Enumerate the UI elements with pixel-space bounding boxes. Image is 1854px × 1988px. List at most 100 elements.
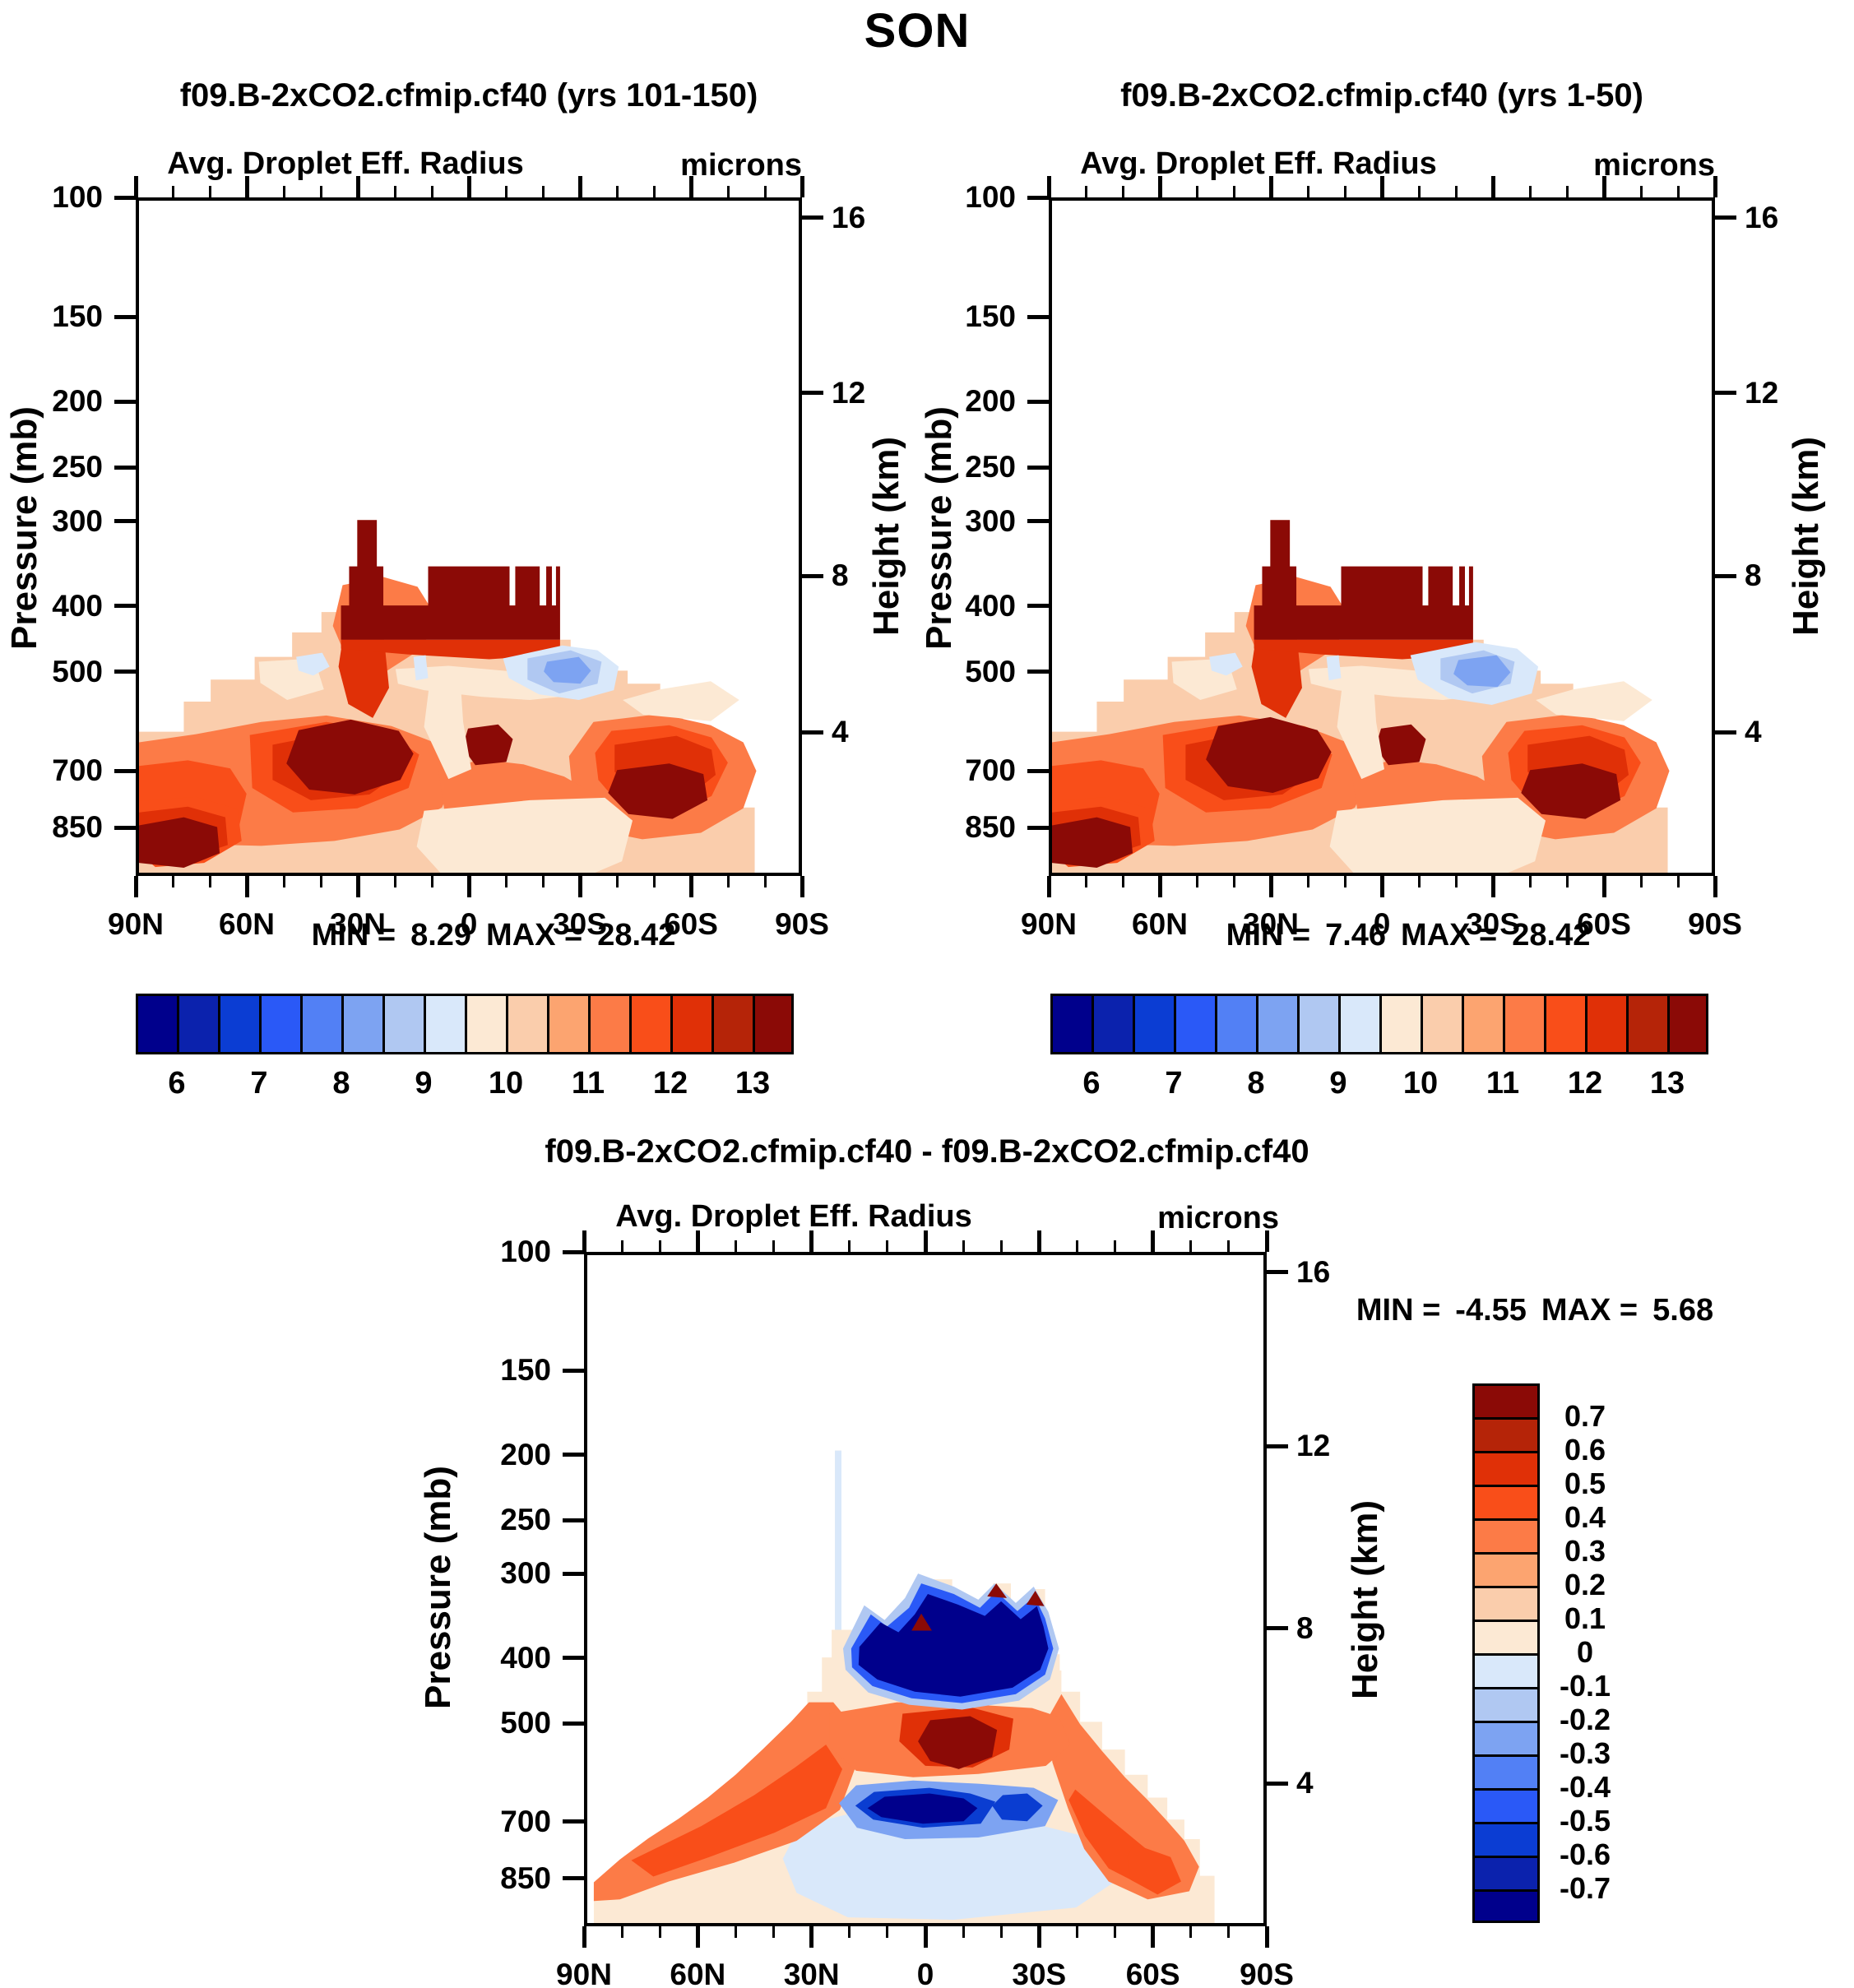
lat-major-tick: [923, 1926, 928, 1948]
panel1-colorbar-label: 10: [488, 1066, 524, 1101]
panel1-colorbar-label: 9: [415, 1066, 433, 1101]
panel2-colorbar-label: 8: [1247, 1066, 1265, 1101]
pressure-tick: [1027, 465, 1049, 470]
lat-minor-tick: [393, 876, 396, 887]
contour-region: [992, 1793, 1043, 1822]
panel3-height-label: 16: [1296, 1254, 1331, 1289]
pressure-tick: [1027, 399, 1049, 404]
panel3-colorbar-label: -0.5: [1559, 1804, 1611, 1837]
panel3-colorbar-label: -0.6: [1559, 1837, 1611, 1871]
lat-minor-tick: [1189, 1240, 1193, 1252]
contour-region: [631, 1745, 842, 1877]
panel3-pressure-label: 300: [500, 1556, 551, 1591]
lat-major-tick: [133, 876, 138, 897]
pressure-tick: [114, 670, 136, 674]
lat-minor-tick: [430, 186, 433, 197]
panel3-colorbar-label: -0.7: [1559, 1871, 1611, 1905]
panel1-height-label: 4: [832, 715, 849, 749]
colorbar-cell: [300, 994, 344, 1054]
panel2-contour-field: [1052, 520, 1670, 873]
colorbar-cell: [1472, 1417, 1540, 1453]
panel2-pressure-label: 700: [965, 753, 1016, 788]
page-title: SON: [864, 4, 971, 58]
lat-major-tick: [1157, 176, 1162, 197]
height-tick: [802, 730, 823, 734]
colorbar-cell: [670, 994, 714, 1054]
panel3-colorbar-label: 0.4: [1564, 1500, 1606, 1534]
pressure-tick: [563, 1876, 584, 1881]
lat-minor-tick: [1121, 876, 1124, 887]
lat-minor-tick: [282, 876, 285, 887]
pressure-tick: [1027, 195, 1049, 200]
lat-minor-tick: [1189, 1926, 1193, 1938]
panel2-height-label: 8: [1745, 558, 1762, 593]
lat-minor-tick: [1528, 186, 1532, 197]
colorbar-cell: [382, 994, 426, 1054]
contour-region: [544, 656, 591, 684]
lat-minor-tick: [282, 186, 285, 197]
panel3-pressure-label: 250: [500, 1503, 551, 1537]
lat-major-tick: [466, 876, 471, 897]
colorbar-cell: [1174, 994, 1217, 1054]
panel1-pressure-label: 500: [52, 654, 103, 688]
height-tick: [802, 391, 823, 396]
colorbar-cell: [1215, 994, 1258, 1054]
panel2-pressure-label: 100: [965, 180, 1016, 214]
lat-minor-tick: [1227, 1926, 1231, 1938]
panel1-colorbar: [136, 994, 794, 1054]
panel2-colorbar-label: 6: [1082, 1066, 1101, 1101]
lat-minor-tick: [1084, 876, 1087, 887]
panel2-min-label: MIN =: [1226, 918, 1311, 952]
lat-minor-tick: [393, 186, 396, 197]
contour-region: [608, 763, 708, 819]
panel2-pressure-label: 300: [965, 503, 1016, 538]
panel1-pressure-label: 700: [52, 753, 103, 788]
colorbar-cell: [506, 994, 549, 1054]
panel3-pressure-label: 150: [500, 1353, 551, 1388]
panel1-lat-label: 90N: [108, 907, 164, 941]
lat-major-tick: [695, 1926, 700, 1948]
lat-minor-tick: [208, 186, 211, 197]
lat-minor-tick: [1075, 1926, 1078, 1938]
panel1-min-value: 8.29: [410, 918, 472, 952]
lat-minor-tick: [319, 186, 322, 197]
lat-minor-tick: [615, 876, 619, 887]
panel1-height-label: 12: [832, 375, 866, 410]
colorbar-cell: [259, 994, 303, 1054]
lat-minor-tick: [1114, 1240, 1117, 1252]
pressure-tick: [563, 1249, 584, 1254]
lat-major-tick: [800, 876, 804, 897]
lat-minor-tick: [658, 1926, 661, 1938]
panel3-pressure-label: 500: [500, 1706, 551, 1740]
panel1-pressure-label: 400: [52, 588, 103, 623]
colorbar-cell: [1472, 1518, 1540, 1555]
pressure-tick: [114, 604, 136, 609]
panel1-lat-label: 60S: [664, 907, 718, 941]
panel2-pressure-label: 150: [965, 299, 1016, 334]
contour-region: [296, 652, 330, 676]
panel1-height-label: 8: [832, 558, 849, 593]
lat-minor-tick: [1121, 186, 1124, 197]
lat-minor-tick: [734, 1926, 737, 1938]
panel2-min-value: 7.46: [1325, 918, 1387, 952]
pressure-tick: [114, 195, 136, 200]
lat-major-tick: [1490, 176, 1495, 197]
contour-region: [286, 719, 414, 795]
colorbar-cell: [1472, 1754, 1540, 1791]
pressure-tick: [563, 1368, 584, 1373]
lat-minor-tick: [962, 1240, 965, 1252]
pressure-tick: [1027, 519, 1049, 524]
lat-major-tick: [577, 176, 582, 197]
panel2-max-value: 28.42: [1512, 918, 1591, 952]
contour-region: [1254, 520, 1473, 640]
panel2-colorbar-label: 9: [1329, 1066, 1347, 1101]
lat-minor-tick: [1232, 876, 1235, 887]
panel2-lat-label: 60N: [1132, 907, 1188, 941]
lat-minor-tick: [1676, 186, 1680, 197]
lat-major-tick: [1264, 1926, 1269, 1948]
lat-minor-tick: [171, 186, 174, 197]
colorbar-cell: [1472, 1586, 1540, 1622]
pressure-tick: [563, 1656, 584, 1661]
colorbar-cell: [1472, 1889, 1540, 1923]
contour-region: [858, 1593, 1049, 1697]
